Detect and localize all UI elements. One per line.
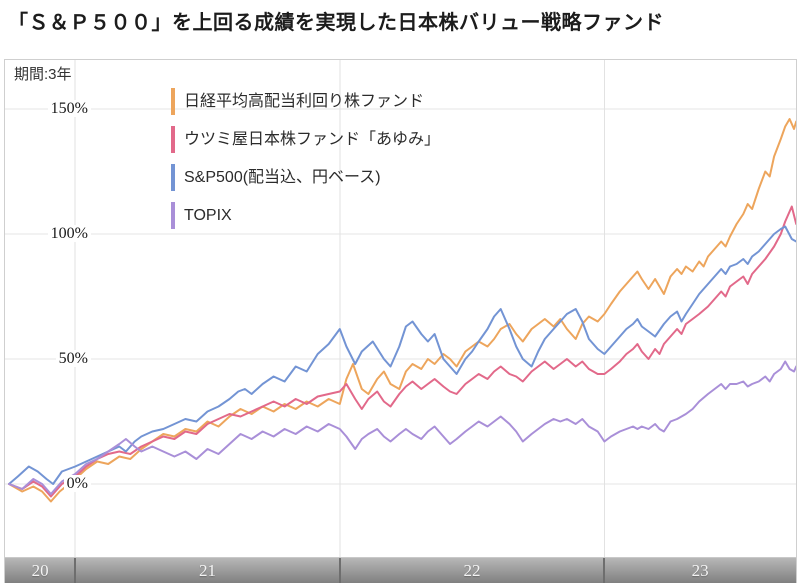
year-divider [603, 558, 606, 583]
series-line-0 [8, 118, 796, 503]
legend-label: TOPIX [184, 207, 232, 224]
legend-swatch-blue [171, 164, 175, 191]
legend-item: 日経平均高配当利回り株ファンド [171, 88, 440, 115]
y-tick-label: 0% [5, 474, 91, 494]
y-tick-label: 50% [5, 349, 91, 369]
x-axis-year-bar: 20 21 22 23 [5, 557, 796, 583]
chart-legend: 日経平均高配当利回り株ファンド ウツミ屋日本株ファンド「あゆみ」 S&P500(… [171, 88, 440, 240]
y-tick-label: 100% [5, 224, 91, 244]
legend-swatch-pink [171, 126, 175, 153]
x-axis-year-label: 22 [463, 561, 481, 580]
period-label: 期間:3年 [14, 66, 72, 83]
x-axis-year-label: 21 [198, 561, 216, 580]
legend-label: 日経平均高配当利回り株ファンド [184, 93, 425, 110]
legend-label: S&P500(配当込、円ベース) [184, 169, 381, 186]
chart-gridlines [5, 60, 796, 557]
series-line-3 [8, 360, 796, 495]
chart-panel: 期間:3年 150% 100% 50% 0% 日経平均高配当利回り株ファンド ウ… [4, 59, 797, 583]
x-axis-year-label: 20 [31, 561, 49, 580]
series-line-1 [8, 205, 796, 498]
page-title: 「Ｓ＆Ｐ５００」を上回る成績を実現した日本株バリュー戦略ファンド [8, 12, 664, 34]
legend-swatch-purple [171, 202, 175, 229]
performance-line-chart [5, 60, 796, 557]
y-tick-label: 150% [5, 99, 91, 119]
year-divider [338, 558, 341, 583]
chart-series-lines [8, 118, 796, 503]
legend-item: ウツミ屋日本株ファンド「あゆみ」 [171, 126, 440, 153]
legend-label: ウツミ屋日本株ファンド「あゆみ」 [184, 131, 441, 148]
legend-item: S&P500(配当込、円ベース) [171, 164, 440, 191]
x-axis-year-label: 23 [691, 561, 709, 580]
year-divider [74, 558, 77, 583]
legend-item: TOPIX [171, 202, 440, 229]
legend-swatch-orange [171, 88, 175, 115]
series-line-2 [8, 225, 796, 485]
